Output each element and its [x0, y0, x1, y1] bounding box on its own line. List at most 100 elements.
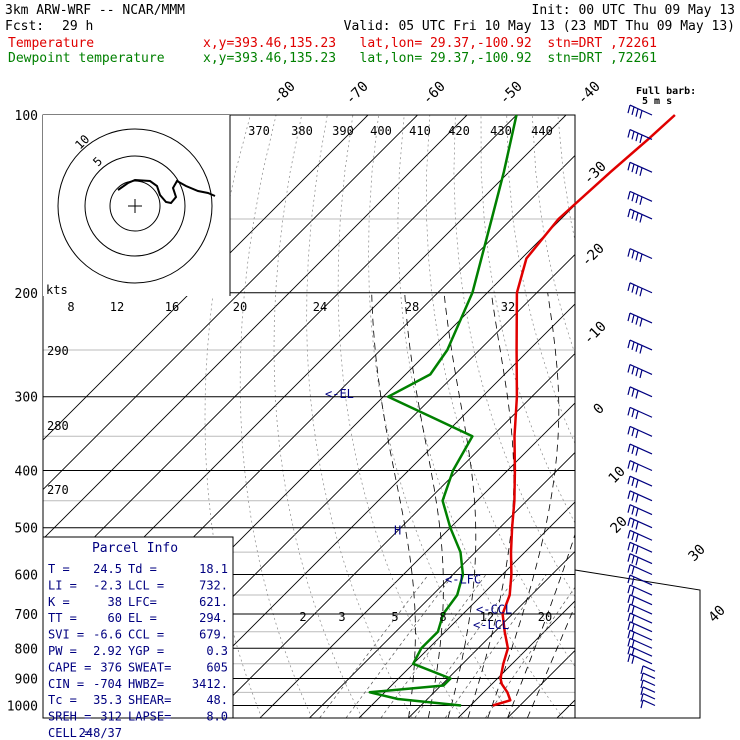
valid-time: Valid: 05 UTC Fri 10 May 13 (23 MDT Thu …: [343, 19, 735, 34]
pressure-tick-label: 400: [15, 465, 38, 480]
isotherm-line: [210, 352, 575, 718]
theta-label: 400: [370, 124, 392, 138]
parcel-info-cell: -704: [93, 677, 122, 691]
isotherm-line: [259, 402, 575, 718]
theta-label: 410: [409, 124, 431, 138]
hodograph-speed-label: 28: [405, 300, 419, 314]
isotherm-label: -70: [343, 79, 372, 108]
height-label: 270: [47, 483, 69, 497]
dry-adiabat: [239, 115, 313, 718]
wind-barb: [627, 406, 653, 420]
isotherm-line: [408, 550, 575, 718]
dry-adiabat: [506, 115, 575, 445]
parcel-info-cell: T =: [48, 562, 70, 576]
parcel-info-cell: Td =: [128, 562, 157, 576]
parcel-info-cell: 2.92: [93, 644, 122, 658]
dry-adiabat: [397, 115, 564, 718]
parcel-info-cell: 294.: [199, 611, 228, 625]
isotherm-line: [607, 115, 740, 718]
parcel-info-cell: 0.3: [206, 644, 228, 658]
parcel-info-cell: SREH =: [48, 710, 91, 724]
wind-barb: [627, 653, 653, 665]
parcel-info-cell: LFC=: [128, 595, 157, 609]
wind-barb: [627, 574, 653, 586]
mixing-ratio-label: 3: [338, 610, 345, 624]
mixing-ratio-line: [485, 586, 575, 718]
wind-barb: [627, 460, 653, 473]
wind-barb: [627, 425, 653, 439]
mixing-ratio-line: [319, 574, 429, 718]
pressure-tick-label: 300: [15, 391, 38, 406]
mixing-ratio-line: [380, 574, 487, 718]
isotherm-line: [43, 115, 517, 590]
wind-barb: [627, 504, 653, 517]
mixing-ratio-line: [444, 574, 547, 718]
dry-adiabat: [426, 115, 575, 668]
parcel-info-cell: 312: [100, 710, 122, 724]
wind-barb: [627, 490, 653, 503]
dry-adiabat: [584, 115, 740, 718]
isotherm-label: 0: [591, 401, 608, 418]
hodograph-speed-label: 8: [67, 300, 74, 314]
pressure-tick-label: 1000: [7, 699, 38, 714]
wind-barb: [627, 594, 653, 606]
isotherm-label: -40: [575, 79, 604, 108]
parcel-info-cell: EL =: [128, 611, 157, 625]
wind-barb: [627, 248, 653, 263]
dewpoint-profile: [368, 114, 518, 707]
theta-label: 380: [291, 124, 313, 138]
wind-barb: [627, 386, 653, 399]
init-time: Init: 00 UTC Thu 09 May 13: [531, 3, 736, 18]
temperature-legend-label: Temperature: [8, 36, 95, 51]
wind-barb: [627, 312, 653, 327]
mixing-ratio-label: 20: [538, 610, 552, 624]
freezing-level-marker: H: [394, 523, 401, 537]
wind-barb: [640, 672, 656, 682]
wind-barb: [627, 517, 653, 530]
parcel-info-cell: 621.: [199, 595, 228, 609]
parcel-info-cell: LAPSE=: [128, 710, 171, 724]
parcel-info-cell: 60: [108, 611, 122, 625]
theta-label: 430: [490, 124, 512, 138]
parcel-info-cell: 605: [206, 660, 228, 674]
isotherm-label: -10: [581, 319, 610, 348]
wind-barb: [627, 564, 653, 576]
mixing-ratio-label: 5: [391, 610, 398, 624]
dewpoint-legend-info: x,y=393.46,135.23 lat,lon= 29.37,-100.92…: [203, 51, 657, 66]
parcel-info-cell: LCL =: [128, 578, 164, 592]
parcel-info-cell: 3412.: [192, 677, 228, 691]
hodograph-trace: [117, 178, 216, 205]
moist-adiabat: [487, 292, 560, 718]
wind-barb: [640, 686, 656, 696]
dewpoint-legend-label: Dewpoint temperature: [8, 51, 165, 66]
moist-adiabat: [507, 533, 575, 718]
dry-adiabat: [273, 115, 363, 718]
mixing-ratio-label: 2: [299, 610, 306, 624]
parcel-info-cell: 732.: [199, 578, 228, 592]
isotherm-label: -20: [579, 241, 608, 270]
frame-extension: [574, 569, 701, 719]
wind-barb: [640, 693, 656, 702]
mixing-ratio-label: 12: [480, 610, 494, 624]
parcel-info-cell: -6.6: [93, 628, 122, 642]
isotherm-line: [160, 303, 575, 718]
wind-barb: [627, 128, 653, 144]
parcel-info-cell: 248/37: [79, 726, 122, 740]
moist-adiabat: [371, 292, 416, 718]
dry-adiabat: [368, 115, 514, 718]
wind-barb: [627, 475, 653, 488]
forecast-hour: 29 h: [62, 19, 94, 34]
wind-barb: [627, 208, 653, 223]
pressure-tick-label: 500: [15, 522, 38, 537]
isotherm-label: -30: [581, 159, 610, 188]
wind-barb: [627, 603, 653, 615]
hodograph-ring: [57, 128, 213, 284]
parcel-info-cell: CIN =: [48, 677, 84, 691]
parcel-info-cell: CAPE =: [48, 660, 91, 674]
wind-barb: [627, 161, 653, 176]
isotherm-label: 10: [606, 464, 629, 487]
plot-frame: [42, 114, 576, 719]
hodograph-speed-label: 12: [110, 300, 124, 314]
parcel-info-cell: TT =: [48, 611, 77, 625]
